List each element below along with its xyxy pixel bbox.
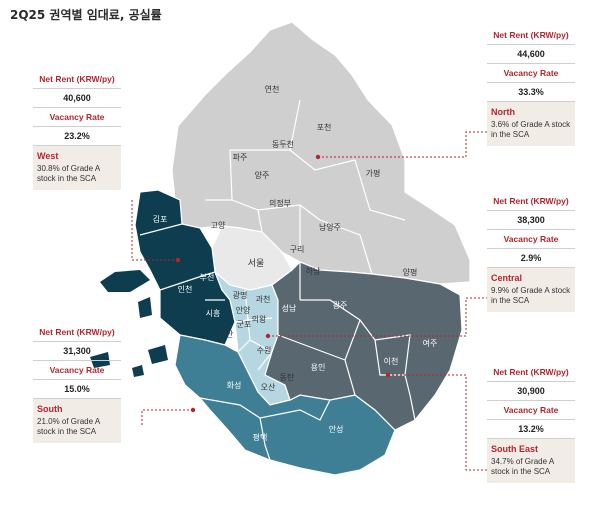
vacancy-label: Vacancy Rate [487,230,575,249]
city-yeoncheon: 연천 [265,84,280,94]
vacancy-label: Vacancy Rate [33,108,121,127]
city-gimpo: 김포 [153,214,168,224]
city-osan: 오산 [261,382,276,392]
region-info: North 3.6% of Grade A stock in the SCA [487,102,575,146]
island-2 [138,297,152,318]
rent-value: 38,300 [487,211,575,230]
city-yongin: 용인 [311,362,326,372]
card-west: Net Rent (KRW/py) 40,600 Vacancy Rate 23… [33,70,121,190]
vacancy-value: 2.9% [487,249,575,268]
rent-value: 31,300 [33,342,121,361]
city-pyeongtaek: 평택 [253,432,268,442]
region-name: South East [491,444,539,454]
city-gunpo: 군포 [237,320,252,329]
city-yeoju: 여주 [423,338,438,348]
city-suwon: 수원 [257,346,272,355]
city-gwacheon: 과천 [256,294,271,304]
city-dongducheon: 동두천 [272,139,294,149]
rent-label: Net Rent (KRW/py) [487,363,575,382]
city-hwaseong: 화성 [227,381,242,390]
region-name: Central [491,273,523,283]
card-southeast: Net Rent (KRW/py) 30,900 Vacancy Rate 13… [487,363,575,483]
vacancy-value: 33.3% [487,83,575,102]
page-title: 2Q25 권역별 임대료, 공실률 [10,8,162,22]
city-ansan: 안산 [219,329,234,339]
card-south: Net Rent (KRW/py) 31,300 Vacancy Rate 15… [33,323,121,443]
leader-lines [131,131,487,471]
rent-label: Net Rent (KRW/py) [33,323,121,342]
vacancy-label: Vacancy Rate [487,64,575,83]
city-gwangju: 광주 [333,300,348,310]
city-hanam: 하남 [306,266,321,276]
rent-label: Net Rent (KRW/py) [487,26,575,45]
city-uiwang: 의왕 [252,314,267,324]
city-anseong: 안성 [329,424,344,434]
vacancy-value: 13.2% [487,420,575,439]
region-desc: 30.8% of Grade A stock in the SCA [37,164,100,183]
city-yangju: 양주 [255,171,270,180]
city-seoul: 서울 [248,258,265,269]
region-info: West 30.8% of Grade A stock in the SCA [33,146,121,190]
rent-value: 40,600 [33,89,121,108]
vacancy-value: 23.2% [33,127,121,146]
city-namyangju: 남양주 [319,223,341,232]
vacancy-label: Vacancy Rate [487,401,575,420]
rent-value: 30,900 [487,382,575,401]
vacancy-value: 15.0% [33,380,121,399]
city-pocheon: 포천 [317,122,332,132]
region-desc: 3.6% of Grade A stock in the SCA [491,120,571,139]
region-info: South 21.0% of Grade A stock in the SCA [33,399,121,443]
city-gwangmyeong: 광명 [233,290,248,300]
rent-label: Net Rent (KRW/py) [487,192,575,211]
city-paju: 파주 [233,153,248,162]
card-north: Net Rent (KRW/py) 44,600 Vacancy Rate 33… [487,26,575,146]
region-desc: 34.7% of Grade A stock in the SCA [491,457,554,476]
region-name: West [37,151,59,161]
city-guri: 구리 [290,245,305,254]
city-bucheon: 부천 [200,272,215,282]
city-goyang: 고양 [211,221,226,230]
region-name: North [491,107,515,117]
region-desc: 21.0% of Grade A stock in the SCA [37,417,100,436]
city-yangpyeong: 양평 [403,267,418,277]
rent-value: 44,600 [487,45,575,64]
city-dongtan: 동탄 [280,372,295,382]
card-central: Net Rent (KRW/py) 38,300 Vacancy Rate 2.… [487,192,575,312]
island-3 [148,345,168,364]
city-icheon: 이천 [384,356,399,366]
region-info: Central 9.9% of Grade A stock in the SCA [487,268,575,312]
vacancy-label: Vacancy Rate [33,361,121,380]
island-5 [132,365,144,377]
city-gapyeong: 가평 [366,168,381,178]
region-desc: 9.9% of Grade A stock in the SCA [491,286,571,305]
rent-label: Net Rent (KRW/py) [33,70,121,89]
city-uijeongbu: 의정부 [269,198,291,208]
island-1 [100,270,150,292]
region-name: South [37,404,63,414]
city-siheung: 시흥 [206,308,221,318]
city-anyang: 안양 [236,305,251,315]
region-info: South East 34.7% of Grade A stock in the… [487,439,575,483]
city-incheon: 인천 [178,284,193,294]
leader-dots [175,154,391,413]
city-seongnam: 성남 [282,304,297,313]
